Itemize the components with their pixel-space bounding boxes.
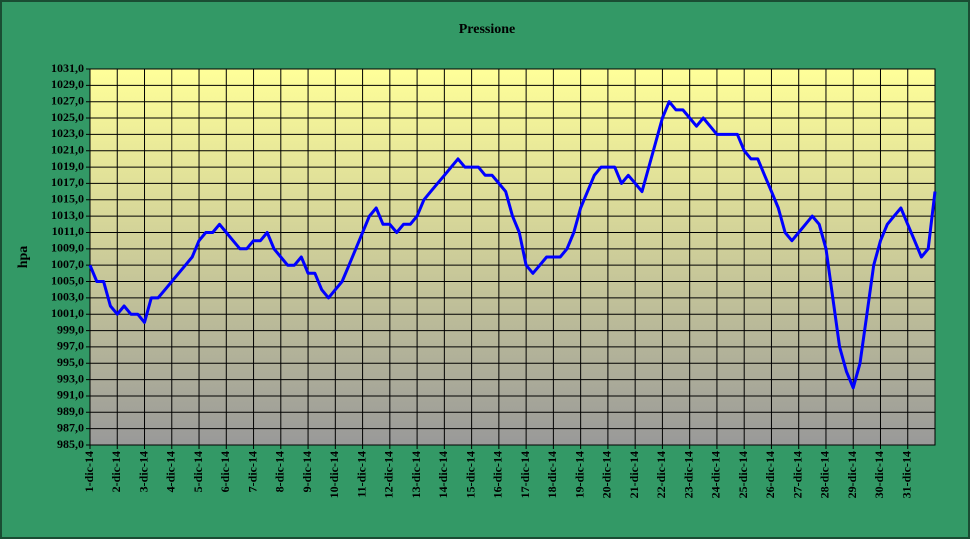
y-tick-label: 1007,0 (51, 257, 84, 271)
x-tick-label: 16-dic-14 (491, 451, 505, 498)
x-tick-label: 31-dic-14 (899, 451, 913, 498)
x-tick-label: 7-dic-14 (245, 451, 259, 492)
x-tick-label: 27-dic-14 (790, 451, 804, 498)
x-tick-label: 8-dic-14 (273, 451, 287, 492)
y-tick-label: 1027,0 (51, 93, 84, 107)
x-tick-label: 28-dic-14 (818, 451, 832, 498)
y-tick-label: 1011,0 (52, 224, 84, 238)
y-tick-label: 1031,0 (51, 61, 84, 75)
x-tick-label: 13-dic-14 (409, 451, 423, 498)
x-tick-label: 25-dic-14 (736, 451, 750, 498)
y-tick-label: 1009,0 (51, 241, 84, 255)
y-tick-label: 1003,0 (51, 290, 84, 304)
y-tick-label: 1025,0 (51, 110, 84, 124)
y-tick-label: 1001,0 (51, 306, 84, 320)
x-tick-label: 21-dic-14 (627, 451, 641, 498)
x-tick-label: 14-dic-14 (436, 451, 450, 498)
x-tick-label: 18-dic-14 (545, 451, 559, 498)
y-tick-label: 985,0 (57, 437, 84, 451)
y-tick-label: 1023,0 (51, 126, 84, 140)
x-tick-label: 6-dic-14 (218, 451, 232, 492)
y-tick-label: 1029,0 (51, 77, 84, 91)
y-axis-label: hpa (16, 246, 31, 269)
y-tick-label: 1017,0 (51, 175, 84, 189)
x-tick-label: 29-dic-14 (845, 451, 859, 498)
y-tick-label: 993,0 (57, 371, 84, 385)
x-tick-label: 30-dic-14 (872, 451, 886, 498)
x-tick-label: 23-dic-14 (681, 451, 695, 498)
x-tick-label: 4-dic-14 (164, 451, 178, 492)
plot-border (89, 68, 936, 446)
x-tick-label: 24-dic-14 (709, 451, 723, 498)
x-tick-label: 19-dic-14 (572, 451, 586, 498)
y-tick-label: 1005,0 (51, 273, 84, 287)
x-tick-label: 10-dic-14 (327, 451, 341, 498)
y-tick-label: 991,0 (57, 388, 84, 402)
data-line (88, 100, 937, 390)
x-tick-label: 12-dic-14 (382, 451, 396, 498)
x-tick-label: 15-dic-14 (463, 451, 477, 498)
x-tick-label: 3-dic-14 (136, 451, 150, 492)
y-tick-label: 1019,0 (51, 159, 84, 173)
x-tick-label: 9-dic-14 (300, 451, 314, 492)
x-tick-label: 2-dic-14 (109, 451, 123, 492)
plot-area (90, 69, 935, 445)
chart-title: Pressione (459, 22, 516, 37)
y-tick-label: 995,0 (57, 355, 84, 369)
y-tick-label: 997,0 (57, 339, 84, 353)
x-tick-label: 1-dic-14 (82, 451, 96, 492)
x-tick-label: 20-dic-14 (600, 451, 614, 498)
x-tick-label: 11-dic-14 (354, 451, 368, 498)
y-tick-label: 1021,0 (51, 142, 84, 156)
x-tick-label: 26-dic-14 (763, 451, 777, 498)
x-tick-label: 5-dic-14 (191, 451, 205, 492)
y-tick-label: 987,0 (57, 420, 84, 434)
y-tick-label: 989,0 (57, 404, 84, 418)
y-tick-label: 999,0 (57, 322, 84, 336)
y-tick-label: 1015,0 (51, 192, 84, 206)
x-tick-label: 17-dic-14 (518, 451, 532, 498)
y-tick-label: 1013,0 (51, 208, 84, 222)
x-tick-label: 22-dic-14 (654, 451, 668, 498)
